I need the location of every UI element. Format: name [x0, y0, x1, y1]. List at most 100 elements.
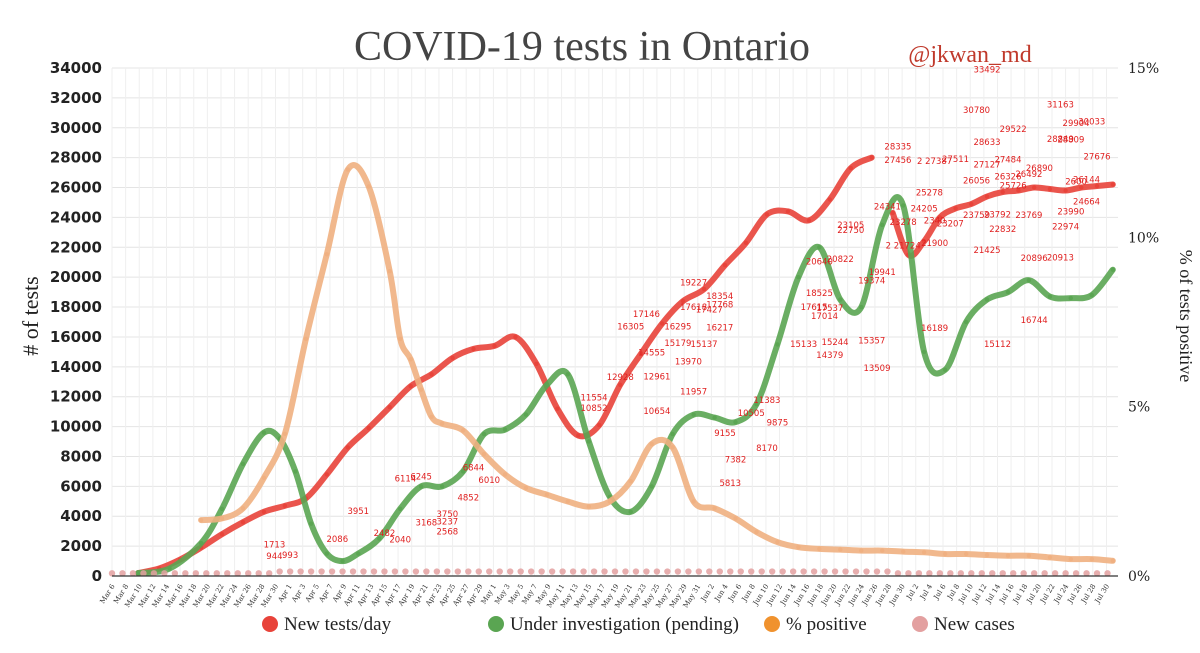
data-point — [1068, 295, 1074, 301]
data-point — [921, 550, 927, 555]
data-point — [293, 469, 298, 474]
data-point — [240, 520, 246, 525]
data-label: 19227 — [680, 279, 707, 289]
data-point — [796, 275, 801, 280]
data-point — [261, 430, 267, 435]
new-cases-point — [737, 568, 744, 575]
data-point — [628, 509, 633, 514]
data-point — [817, 546, 822, 552]
y-tick-label: 2000 — [60, 537, 102, 555]
data-label: 23990 — [1057, 208, 1084, 218]
new-cases-point — [412, 568, 420, 575]
data-label: 28633 — [973, 138, 1000, 148]
data-label: 20822 — [827, 255, 854, 265]
new-cases-point — [664, 568, 671, 575]
data-label: 27456 — [884, 156, 911, 166]
new-cases-point — [674, 568, 682, 575]
legend-label: Under investigation (pending) — [510, 614, 739, 635]
data-point — [324, 252, 329, 257]
data-point — [670, 431, 675, 437]
data-point — [733, 516, 738, 521]
data-point — [1110, 267, 1116, 272]
new-cases-point — [601, 568, 608, 575]
x-tick-label: Apr 1 — [276, 583, 294, 605]
new-cases-point — [947, 570, 954, 577]
new-cases-point — [433, 568, 441, 575]
new-cases-point — [1041, 570, 1048, 577]
data-point — [502, 427, 508, 432]
new-cases-point — [475, 568, 482, 575]
data-point — [418, 387, 424, 392]
data-point — [523, 412, 529, 417]
new-cases-point — [989, 570, 996, 577]
data-point — [240, 506, 246, 511]
data-label: 33492 — [973, 66, 1000, 76]
y-tick-label: 20000 — [50, 268, 102, 286]
data-label: 993 — [282, 551, 298, 561]
data-point — [618, 382, 623, 387]
new-cases-point — [297, 568, 304, 575]
data-point — [880, 548, 885, 553]
data-label: 23759 — [963, 211, 990, 221]
data-point — [356, 551, 361, 556]
data-label: 10654 — [643, 407, 670, 417]
data-label: 26890 — [1026, 164, 1053, 174]
data-label: 27676 — [1084, 152, 1111, 162]
y-tick-label: 34000 — [50, 59, 102, 77]
data-point — [953, 206, 958, 211]
new-cases-point — [224, 570, 231, 577]
data-point — [387, 269, 392, 274]
data-label: 15133 — [790, 340, 817, 350]
y-tick-label: 16000 — [50, 328, 102, 346]
data-point — [827, 197, 832, 202]
y2-tick-label: 10% — [1128, 230, 1159, 246]
data-label: 15137 — [691, 340, 718, 350]
data-label: 15244 — [822, 338, 849, 348]
legend-label: New cases — [934, 614, 1015, 635]
data-point — [942, 551, 948, 557]
data-label: 2 21724 — [886, 241, 921, 251]
data-point — [418, 484, 424, 489]
y-tick-label: 22000 — [50, 238, 102, 256]
data-point — [1047, 294, 1053, 299]
data-point — [1000, 189, 1005, 195]
new-cases-point — [569, 568, 577, 575]
data-label: 15179 — [664, 339, 691, 349]
data-label: 30033 — [1078, 117, 1105, 127]
new-cases-point — [706, 568, 713, 575]
data-point — [984, 194, 990, 199]
data-label: 20913 — [1047, 254, 1074, 264]
legend-marker — [764, 616, 780, 632]
data-point — [901, 203, 906, 208]
data-label: 16744 — [1021, 316, 1048, 326]
data-point — [775, 539, 780, 545]
data-point — [219, 516, 225, 521]
new-cases-point — [213, 570, 220, 577]
data-label: 14379 — [816, 351, 843, 361]
data-label: 2040 — [389, 536, 411, 546]
new-cases-point — [423, 568, 430, 575]
data-label: 27511 — [942, 155, 969, 165]
data-point — [775, 342, 780, 347]
y-tick-label: 6000 — [60, 477, 102, 495]
data-point — [796, 545, 801, 550]
data-point — [733, 419, 738, 425]
new-cases-point — [255, 570, 262, 577]
y-tick-label: 4000 — [60, 507, 102, 525]
data-point — [691, 412, 696, 417]
data-label: 11957 — [680, 387, 707, 397]
data-label: 9155 — [714, 429, 736, 439]
data-point — [398, 336, 403, 342]
new-cases-point — [538, 568, 545, 575]
data-point — [586, 504, 591, 509]
new-cases-point — [1010, 570, 1017, 577]
data-point — [408, 357, 413, 362]
data-labels: 33492 30780 30033 31163 29522 29904 2880928849… — [264, 66, 1111, 562]
y-tick-label: 18000 — [50, 298, 102, 316]
data-point — [303, 336, 309, 342]
data-label: 4852 — [457, 494, 479, 504]
chart-title: COVID-19 tests in Ontario — [354, 24, 810, 70]
data-point — [785, 209, 791, 214]
data-point — [261, 475, 267, 480]
new-cases-point — [873, 568, 881, 575]
